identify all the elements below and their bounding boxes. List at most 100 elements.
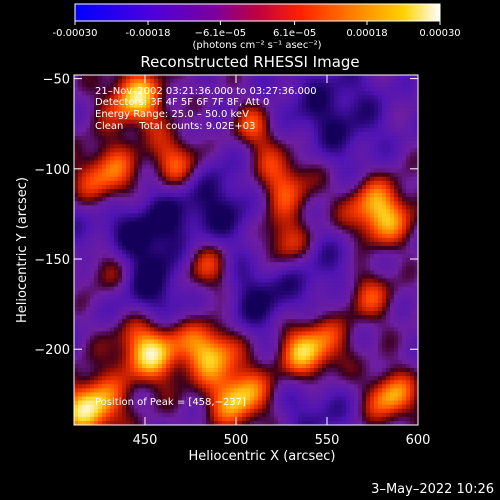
heatmap-cell [74, 306, 79, 312]
heatmap-cell [162, 75, 167, 80]
heatmap-cell [322, 266, 327, 271]
heatmap-cell [370, 286, 375, 291]
heatmap-cell [150, 282, 155, 287]
heatmap-cell [206, 294, 211, 300]
heatmap-cell [266, 136, 271, 141]
heatmap-cell [230, 91, 235, 96]
heatmap-cell [394, 136, 399, 141]
heatmap-cell [198, 282, 203, 287]
heatmap-cell [370, 262, 375, 267]
heatmap-cell [362, 225, 367, 230]
heatmap-cell [98, 205, 103, 210]
heatmap-cell [394, 241, 399, 247]
heatmap-cell [266, 95, 271, 100]
heatmap-cell [82, 180, 87, 186]
heatmap-cell [250, 123, 255, 129]
heatmap-cell [238, 156, 243, 161]
heatmap-cell [350, 180, 355, 186]
heatmap-cell [146, 168, 151, 173]
heatmap-cell [366, 250, 371, 255]
heatmap-cell [254, 250, 259, 255]
heatmap-cell [266, 241, 271, 247]
heatmap-cell [394, 237, 399, 243]
heatmap-cell [270, 225, 275, 230]
heatmap-cell [162, 160, 167, 165]
heatmap-cell [142, 87, 147, 92]
heatmap-cell [250, 176, 255, 182]
heatmap-cell [306, 221, 311, 226]
heatmap-cell [410, 225, 415, 230]
heatmap-cell [190, 123, 195, 129]
heatmap-cell [358, 115, 363, 121]
heatmap-cell [398, 262, 403, 267]
heatmap-cell [122, 152, 127, 157]
heatmap-cell [326, 306, 331, 312]
heatmap-cell [182, 302, 187, 308]
heatmap-cell [102, 298, 107, 304]
heatmap-cell [258, 270, 263, 275]
heatmap-cell [166, 152, 171, 157]
heatmap-cell [138, 213, 143, 218]
heatmap-cell [206, 254, 211, 259]
heatmap-cell [198, 286, 203, 291]
heatmap-cell [338, 107, 343, 112]
heatmap-cell [230, 176, 235, 182]
heatmap-cell [278, 286, 283, 291]
heatmap-cell [106, 87, 111, 92]
heatmap-cell [106, 278, 111, 283]
heatmap-cell [258, 107, 263, 112]
heatmap-cell [146, 229, 151, 235]
heatmap-cell [402, 193, 407, 198]
heatmap-cell [298, 254, 303, 259]
heatmap-cell [218, 205, 223, 210]
heatmap-cell [334, 193, 339, 198]
heatmap-cell [238, 217, 243, 222]
heatmap-cell [318, 160, 323, 165]
heatmap-cell [254, 75, 259, 80]
heatmap-cell [266, 225, 271, 230]
heatmap-cell [298, 302, 303, 308]
heatmap-cell [326, 172, 331, 178]
heatmap-cell [298, 103, 303, 108]
heatmap-cell [94, 75, 99, 80]
heatmap-cell [94, 225, 99, 230]
heatmap-cell [218, 115, 223, 121]
heatmap-cell [190, 258, 195, 263]
heatmap-cell [126, 205, 131, 210]
heatmap-cell [414, 201, 418, 206]
heatmap-cell [382, 75, 387, 80]
heatmap-cell [242, 123, 247, 129]
heatmap-cell [170, 115, 175, 121]
heatmap-cell [402, 75, 407, 80]
heatmap-cell [382, 282, 387, 287]
heatmap-cell [314, 184, 319, 190]
heatmap-cell [114, 225, 119, 230]
heatmap-cell [274, 241, 279, 247]
heatmap-cell [322, 152, 327, 157]
heatmap-cell [362, 205, 367, 210]
heatmap-cell [266, 140, 271, 145]
heatmap-cell [210, 306, 215, 312]
heatmap-cell [342, 140, 347, 145]
heatmap-cell [398, 298, 403, 304]
heatmap-cell [182, 176, 187, 182]
heatmap-cell [378, 148, 383, 153]
heatmap-cell [218, 184, 223, 190]
heatmap-cell [258, 213, 263, 218]
heatmap-cell [182, 298, 187, 304]
heatmap-cell [86, 306, 91, 312]
heatmap-cell [206, 140, 211, 145]
heatmap-cell [298, 188, 303, 194]
heatmap-cell [402, 241, 407, 247]
heatmap-cell [138, 217, 143, 222]
heatmap-cell [190, 87, 195, 92]
heatmap-cell [166, 282, 171, 287]
heatmap-cell [146, 258, 151, 263]
heatmap-cell [302, 237, 307, 243]
heatmap-cell [322, 127, 327, 133]
heatmap-cell [198, 270, 203, 275]
heatmap-cell [330, 213, 335, 218]
heatmap-cell [290, 302, 295, 308]
heatmap-cell [98, 282, 103, 287]
heatmap-cell [382, 152, 387, 157]
